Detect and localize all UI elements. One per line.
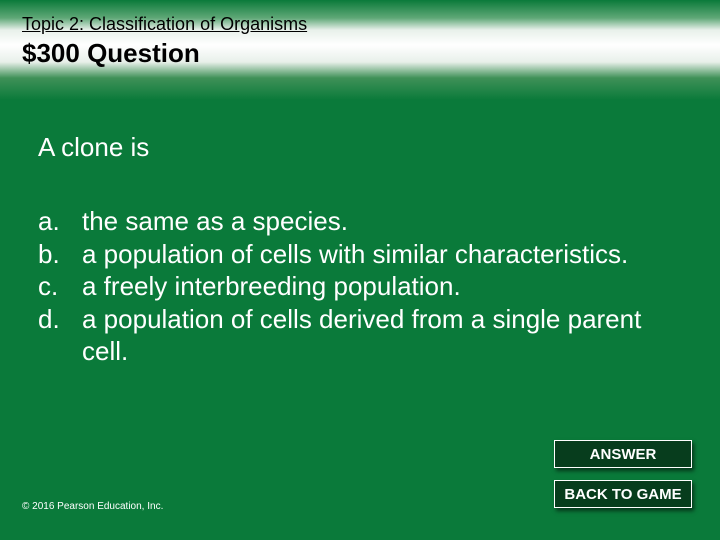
option-letter: b. bbox=[38, 238, 82, 271]
option-letter: d. bbox=[38, 303, 82, 368]
option-text: a population of cells with similar chara… bbox=[82, 238, 680, 271]
option-text: the same as a species. bbox=[82, 205, 680, 238]
option-c: c. a freely interbreeding population. bbox=[38, 270, 680, 303]
option-text: a freely interbreeding population. bbox=[82, 270, 680, 303]
question-stem: A clone is bbox=[38, 132, 149, 163]
back-to-game-button[interactable]: BACK TO GAME bbox=[554, 480, 692, 508]
answer-button[interactable]: ANSWER bbox=[554, 440, 692, 468]
copyright-text: © 2016 Pearson Education, Inc. bbox=[22, 501, 163, 512]
option-d: d. a population of cells derived from a … bbox=[38, 303, 680, 368]
topic-title: Topic 2: Classification of Organisms bbox=[22, 14, 307, 35]
question-value-title: $300 Question bbox=[22, 38, 200, 69]
option-a: a. the same as a species. bbox=[38, 205, 680, 238]
option-b: b. a population of cells with similar ch… bbox=[38, 238, 680, 271]
options-list: a. the same as a species. b. a populatio… bbox=[38, 205, 680, 368]
option-letter: a. bbox=[38, 205, 82, 238]
option-text: a population of cells derived from a sin… bbox=[82, 303, 680, 368]
option-letter: c. bbox=[38, 270, 82, 303]
slide: Topic 2: Classification of Organisms $30… bbox=[0, 0, 720, 540]
